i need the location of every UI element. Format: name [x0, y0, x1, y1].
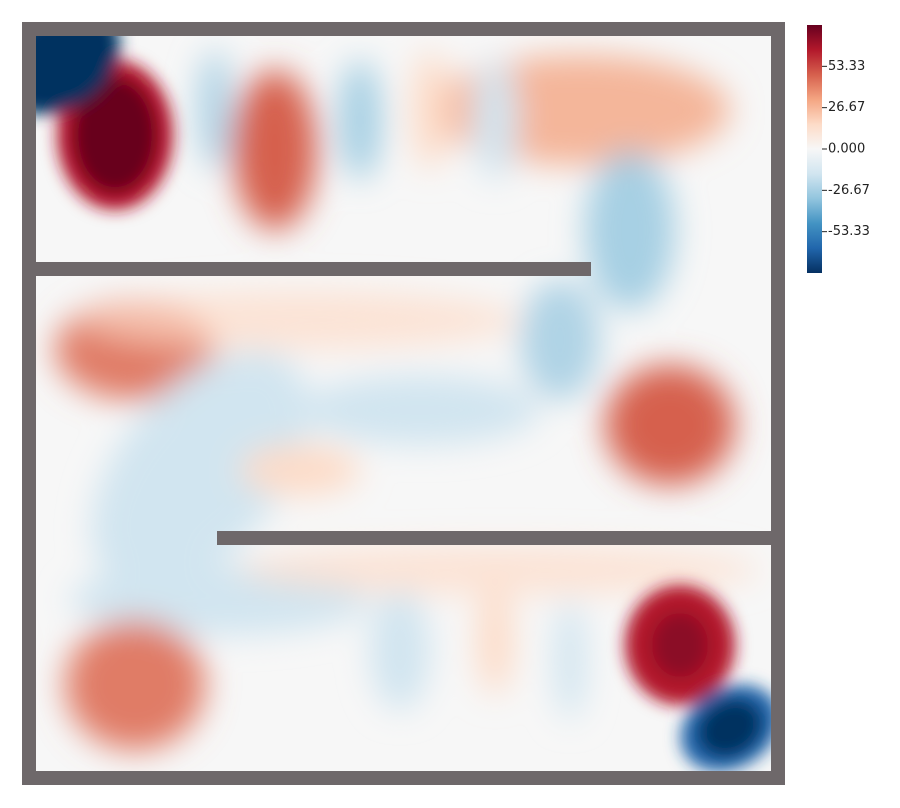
tick-label: 26.67	[828, 100, 865, 115]
tick-label: 0.000	[828, 142, 865, 157]
field	[36, 36, 771, 771]
tick-label: 53.33	[828, 59, 865, 74]
tick-label: -26.67	[828, 183, 870, 198]
walls	[22, 22, 785, 785]
tick-label: -53.33	[828, 224, 870, 239]
colorbar	[807, 25, 822, 273]
